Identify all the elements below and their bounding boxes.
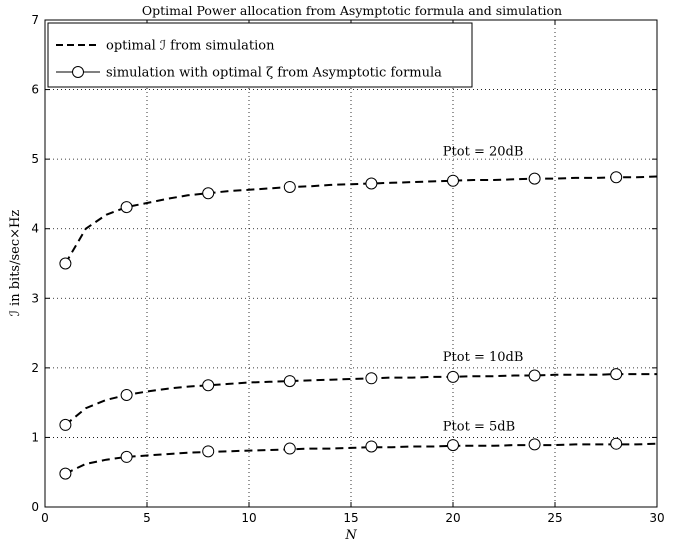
y-tick-label: 7 bbox=[31, 13, 39, 27]
series-point-asymptotic bbox=[202, 445, 215, 458]
series-point-asymptotic bbox=[283, 180, 296, 193]
legend-label-simulation: optimal ℐ from simulation bbox=[106, 39, 275, 54]
y-tick-label: 6 bbox=[31, 83, 39, 97]
ptot-annotation: Ptot = 10dB bbox=[443, 350, 524, 365]
series-line-simulation bbox=[64, 442, 658, 475]
series-point-asymptotic bbox=[202, 187, 215, 200]
series-point-asymptotic bbox=[365, 372, 378, 385]
series-point-asymptotic bbox=[59, 257, 72, 270]
y-tick-label: 0 bbox=[31, 500, 39, 514]
series-point-asymptotic bbox=[120, 388, 133, 401]
x-tick-label: 30 bbox=[649, 511, 664, 525]
grid bbox=[45, 20, 657, 507]
y-axis-label: ℐ in bits/sec×Hz bbox=[8, 210, 23, 317]
plot-area-frame bbox=[44, 19, 658, 508]
series-point-asymptotic bbox=[447, 439, 459, 452]
series-point-asymptotic bbox=[202, 379, 215, 392]
legend-label-asymptotic: simulation with optimal ζ from Asymptoti… bbox=[106, 66, 442, 81]
series-point-asymptotic bbox=[120, 450, 133, 463]
series-point-asymptotic bbox=[610, 171, 623, 184]
x-tick-label: 5 bbox=[143, 511, 151, 525]
series-point-asymptotic bbox=[610, 437, 623, 450]
legend-circle-marker bbox=[72, 66, 84, 78]
y-tick-label: 1 bbox=[31, 430, 39, 444]
series-point-asymptotic bbox=[528, 172, 541, 185]
axis-ticks: 0 5 10 15 20 25 30 0 1 2 3 4 5 6 7 bbox=[31, 13, 664, 525]
ptot-annotation: Ptot = 20dB bbox=[443, 145, 524, 160]
x-tick-label: 25 bbox=[547, 511, 562, 525]
annotations: Ptot = 20dB Ptot = 10dB Ptot = 5dB bbox=[443, 145, 524, 435]
legend: optimal ℐ from simulation simulation wit… bbox=[47, 22, 473, 88]
series-point-asymptotic bbox=[120, 201, 133, 214]
ptot-annotation: Ptot = 5dB bbox=[443, 419, 515, 434]
x-tick-label: 10 bbox=[241, 511, 256, 525]
series-point-asymptotic bbox=[59, 418, 72, 431]
series-point-asymptotic bbox=[283, 442, 296, 455]
series-point-asymptotic bbox=[528, 369, 541, 382]
x-tick-label: 20 bbox=[445, 511, 460, 525]
series-point-asymptotic bbox=[528, 438, 541, 451]
series-line-simulation bbox=[64, 373, 657, 426]
series-point-asymptotic bbox=[610, 368, 623, 381]
series-point-asymptotic bbox=[365, 177, 378, 190]
series-line-simulation bbox=[64, 175, 658, 265]
series-point-asymptotic bbox=[283, 375, 296, 388]
y-tick-label: 3 bbox=[31, 291, 39, 305]
series-point-asymptotic bbox=[447, 370, 459, 383]
x-tick-label: 0 bbox=[41, 511, 49, 525]
y-tick-label: 5 bbox=[31, 152, 39, 166]
x-tick-label: 15 bbox=[343, 511, 358, 525]
series-point-asymptotic bbox=[365, 440, 378, 453]
x-axis-label: N bbox=[344, 528, 357, 543]
y-tick-label: 2 bbox=[31, 361, 39, 375]
series-point-asymptotic bbox=[59, 467, 72, 480]
chart-title: Optimal Power allocation from Asymptotic… bbox=[142, 3, 562, 18]
series-point-asymptotic bbox=[447, 174, 459, 187]
y-tick-label: 4 bbox=[31, 222, 39, 236]
series bbox=[59, 171, 658, 480]
legend-box bbox=[47, 22, 473, 88]
